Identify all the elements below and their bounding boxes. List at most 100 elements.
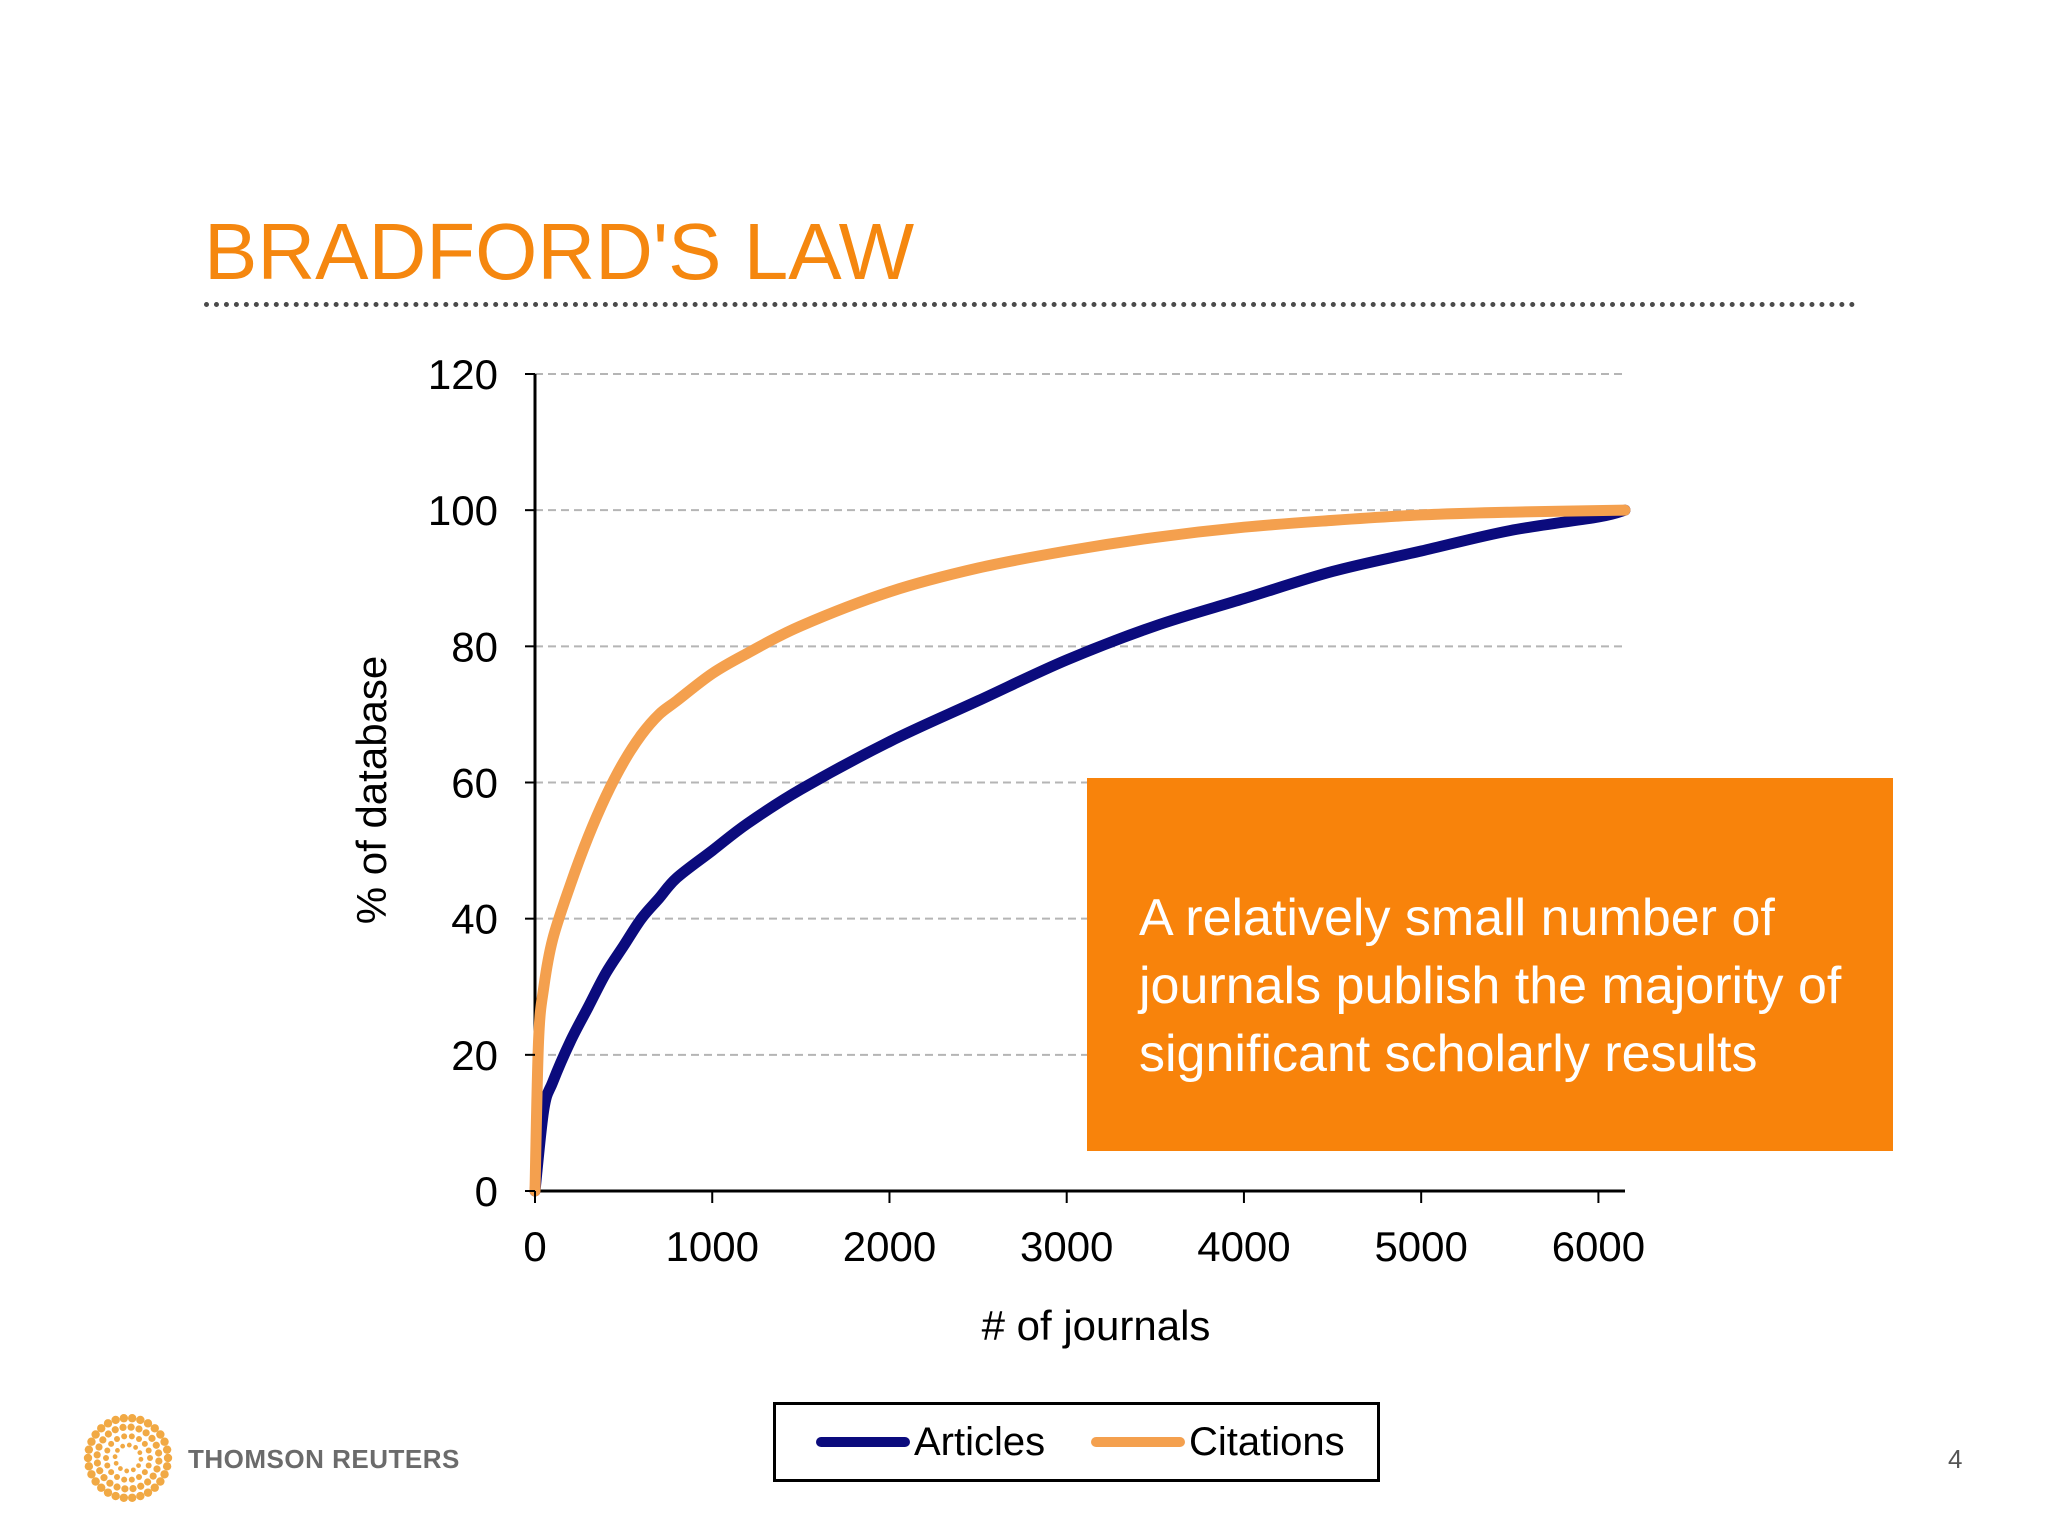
logo-dot [127,1493,137,1502]
logo-dot [145,1462,152,1469]
logo-dot [84,1445,94,1454]
logo-dot [111,1491,120,1501]
logo-dot [108,1440,115,1447]
logo-dot [129,1484,137,1493]
x-tick-label: 5000 [1374,1223,1467,1270]
logo-dot [91,1477,100,1486]
logo-dot [138,1456,144,1462]
logo-dot [136,1435,142,1442]
legend-swatch-citations [1091,1437,1185,1447]
logo-dot [96,1467,104,1475]
logo-dot [143,1419,153,1428]
logo-dot [136,1415,145,1425]
series-line-citations [529,504,1631,1197]
y-tick-label: 120 [428,351,498,398]
series-line-articles [529,504,1631,1197]
logo-dot [150,1483,159,1492]
logo-dot [137,1482,145,1490]
logo-dot [111,1415,120,1425]
x-tick-label: 1000 [666,1223,759,1270]
logo-dot [145,1447,152,1454]
logo-dot [118,1466,123,1471]
logo-dot [133,1445,138,1450]
logo-dot [128,1476,135,1483]
legend-swatch-articles [816,1437,910,1447]
logo-dot [121,1476,128,1483]
y-tick-label: 0 [475,1168,498,1215]
logo-dot [115,1448,120,1453]
logo-dot [153,1465,161,1473]
logo-dot [95,1443,103,1451]
chart-ticks: 0 20 40 60 80 100 120 0 1000 2000 3000 4000 5000 6000 [428,351,1645,1270]
logo-dot [103,1455,109,1461]
chart-series [529,504,1631,1197]
logo-dot [121,1485,129,1493]
legend-label-articles: Articles [914,1419,1046,1464]
logo-dot [119,1423,127,1432]
logo-dot [149,1472,157,1480]
logo-dot [162,1462,172,1471]
logo-dot [143,1488,153,1497]
logo-dot [121,1433,128,1440]
y-tick-label: 40 [451,896,498,943]
logo-dot [104,1447,111,1454]
x-tick-label: 0 [523,1223,546,1270]
logo-dot [154,1449,163,1457]
page-title: BRADFORD'S LAW [204,207,915,296]
logo-dot [104,1430,112,1438]
y-axis-label: % of database [348,656,395,925]
callout-text: A relatively small number of journals pu… [1139,889,1842,1083]
logo-dot [152,1441,160,1449]
logo-dot [87,1470,96,1479]
y-tick-label: 80 [451,623,498,670]
logo-dot [113,1460,119,1466]
logo-dot [119,1414,129,1423]
logo-dots-icon [83,1414,173,1502]
x-tick-label: 4000 [1197,1223,1290,1270]
legend-item-articles: Articles [816,1405,1045,1479]
logo-dot [127,1423,135,1431]
logo-dot [144,1478,152,1486]
logo-dot [104,1462,111,1469]
logo-dot [100,1474,108,1482]
logo-dot [136,1463,141,1468]
logo-dot [83,1453,93,1463]
logo-dot [142,1429,150,1437]
logo-dot [103,1488,113,1497]
logo-dot [141,1440,148,1447]
logo-dot [84,1462,94,1471]
logo-dot [148,1434,156,1442]
x-tick-label: 6000 [1552,1223,1645,1270]
logo-dot [147,1455,153,1461]
logo-dot [87,1437,96,1446]
legend-label-citations: Citations [1189,1419,1345,1464]
logo-dot [111,1426,119,1434]
logo-dot [156,1477,165,1486]
title-divider [204,302,1856,307]
company-logo: THOMSON REUTERS [80,1408,480,1508]
y-tick-label: 20 [451,1032,498,1079]
logo-dot [160,1470,169,1479]
page-number: 4 [1948,1444,1963,1474]
logo-dot [150,1424,159,1433]
logo-dot [126,1442,132,1448]
logo-dot [106,1479,114,1487]
logo-dot [97,1483,106,1492]
logo-dot [136,1474,142,1481]
logo-text: THOMSON REUTERS [188,1444,460,1474]
logo-dot [128,1433,135,1440]
logo-dot [136,1491,145,1501]
x-tick-label: 2000 [843,1223,936,1270]
logo-dot [162,1445,172,1454]
logo-dot [91,1430,100,1439]
logo-dot [108,1469,115,1476]
logo-dot [155,1457,163,1465]
logo-dot [114,1474,120,1481]
y-tick-label: 100 [428,487,498,534]
logo-dot [160,1437,169,1446]
chart-legend: Articles Citations [773,1402,1380,1482]
logo-dot [156,1430,165,1439]
callout-box: A relatively small number of journals pu… [1087,778,1893,1151]
